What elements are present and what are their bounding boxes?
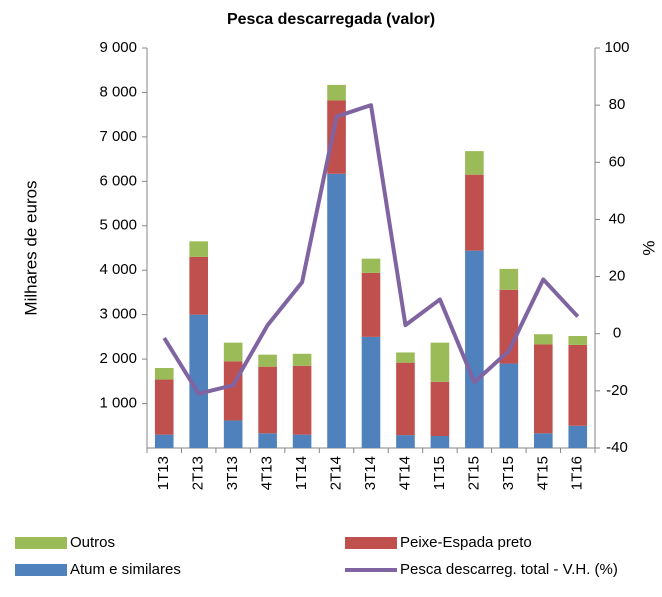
bar-segment [361, 336, 381, 448]
bar-segment [258, 366, 277, 434]
bar-segment [154, 379, 174, 435]
y2-tick-label: 100 [604, 39, 629, 56]
legend-label: Outros [70, 534, 115, 551]
y-tick-label: 9 000 [99, 39, 137, 56]
line-series [162, 103, 580, 396]
bar-segment [258, 433, 277, 448]
bar-segment [292, 365, 312, 435]
x-tick-label: 1T16 [569, 456, 586, 490]
bar-segment [568, 425, 588, 448]
x-tick-label: 1T14 [293, 456, 310, 490]
x-tick-label: 2T15 [465, 456, 482, 490]
bar-segment [258, 354, 277, 367]
bar-segment [465, 174, 484, 251]
bar-segment [189, 241, 208, 257]
bar-segment [534, 334, 553, 345]
legend-label: Atum e similares [70, 561, 181, 578]
y-tick-label: 5 000 [99, 217, 137, 234]
bar-segment [361, 258, 381, 273]
bar-segment [499, 363, 519, 448]
bar-segment [499, 268, 519, 290]
y-tick-label: 7 000 [99, 128, 137, 145]
bar-segment [430, 342, 450, 382]
bar-segment [465, 250, 484, 448]
legend-label: Pesca descarreg. total - V.H. (%) [400, 561, 618, 578]
y-tick-label: 3 000 [99, 306, 137, 323]
y-tick-label: 8 000 [99, 83, 137, 100]
bar-segment [430, 381, 450, 436]
legend-label: Peixe-Espada preto [400, 534, 532, 551]
y2-tick-label: 80 [609, 96, 626, 113]
bar-segment [361, 272, 381, 337]
y-tick-label: 4 000 [99, 261, 137, 278]
y2-tick-label: 60 [609, 153, 626, 170]
bar-segment [223, 420, 243, 448]
y2-tick-label: -20 [606, 382, 628, 399]
y-tick-label: 1 000 [99, 395, 137, 412]
x-tick-label: 3T14 [362, 456, 379, 490]
legend-swatch [15, 537, 67, 549]
legend-swatch [345, 537, 397, 549]
x-tick-label: 3T13 [224, 456, 241, 490]
bar-segment [292, 353, 312, 366]
x-tick-label: 4T14 [396, 456, 413, 490]
bar-segment [189, 256, 208, 315]
chart-title: Pesca descarregada (valor) [227, 11, 435, 28]
x-tick-label: 2T13 [190, 456, 207, 490]
bar-segment [223, 342, 243, 362]
bar-segment [465, 151, 484, 175]
bar-segment [154, 434, 174, 448]
bar-segment [396, 362, 415, 436]
x-tick-label: 4T13 [259, 456, 276, 490]
bar-segment [534, 433, 553, 448]
bar-segment [154, 368, 174, 380]
x-tick-label: 2T14 [328, 456, 345, 490]
bar-segment [396, 435, 415, 448]
y2-tick-label: 0 [613, 325, 621, 342]
bar-segment [396, 352, 415, 363]
x-tick-label: 4T15 [534, 456, 551, 490]
legend-swatch [15, 564, 67, 576]
bar-segment [292, 434, 312, 448]
x-tick-label: 1T13 [155, 456, 172, 490]
x-tick-label: 1T15 [431, 456, 448, 490]
bar-segment [430, 436, 450, 448]
bar-segment [327, 173, 346, 448]
y2-tick-label: -40 [606, 439, 628, 456]
bar-segment [189, 314, 208, 448]
y2-tick-label: 40 [609, 210, 626, 227]
y2-axis-label: % [639, 240, 658, 255]
y-axis-label: Milhares de euros [21, 180, 40, 315]
bar-segment [568, 336, 588, 345]
y-tick-label: 2 000 [99, 350, 137, 367]
bar-segment [327, 100, 346, 174]
y-tick-label: 6 000 [99, 172, 137, 189]
y2-tick-label: 20 [609, 268, 626, 285]
bar-segment [568, 344, 588, 426]
bar-segment [534, 344, 553, 434]
x-tick-label: 3T15 [500, 456, 517, 490]
bar-segment [327, 84, 346, 101]
